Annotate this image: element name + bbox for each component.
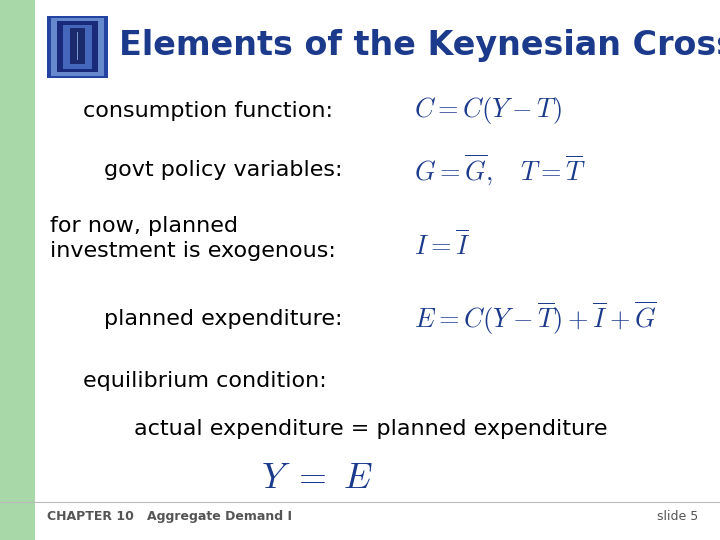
Text: CHAPTER 10   Aggregate Demand I: CHAPTER 10 Aggregate Demand I: [47, 510, 292, 523]
Bar: [77, 32, 78, 60]
Text: slide 5: slide 5: [657, 510, 698, 523]
Text: actual expenditure = planned expenditure: actual expenditure = planned expenditure: [134, 419, 608, 440]
Text: $I = \overline{I}$: $I = \overline{I}$: [414, 231, 471, 261]
Text: $Y \ = \ E$: $Y \ = \ E$: [261, 461, 373, 495]
Bar: [63, 24, 92, 69]
Bar: [47, 16, 108, 78]
Text: $C = C(Y - T)$: $C = C(Y - T)$: [414, 95, 562, 126]
Text: consumption function:: consumption function:: [83, 100, 333, 121]
Text: $E = C(Y - \overline{T}) + \overline{I} + \overline{G}$: $E = C(Y - \overline{T}) + \overline{I} …: [414, 300, 657, 338]
Text: Elements of the Keynesian Cross: Elements of the Keynesian Cross: [119, 29, 720, 63]
Bar: [0, 0, 35, 540]
Text: equilibrium condition:: equilibrium condition:: [83, 370, 327, 391]
Bar: [57, 22, 98, 72]
Text: $G = \overline{G}, \quad T = \overline{T}$: $G = \overline{G}, \quad T = \overline{T…: [414, 153, 586, 187]
Text: planned expenditure:: planned expenditure:: [104, 308, 343, 329]
Text: for now, planned
investment is exogenous:: for now, planned investment is exogenous…: [50, 217, 336, 261]
Bar: [51, 18, 104, 76]
Bar: [70, 28, 85, 64]
Text: govt policy variables:: govt policy variables:: [104, 160, 343, 180]
